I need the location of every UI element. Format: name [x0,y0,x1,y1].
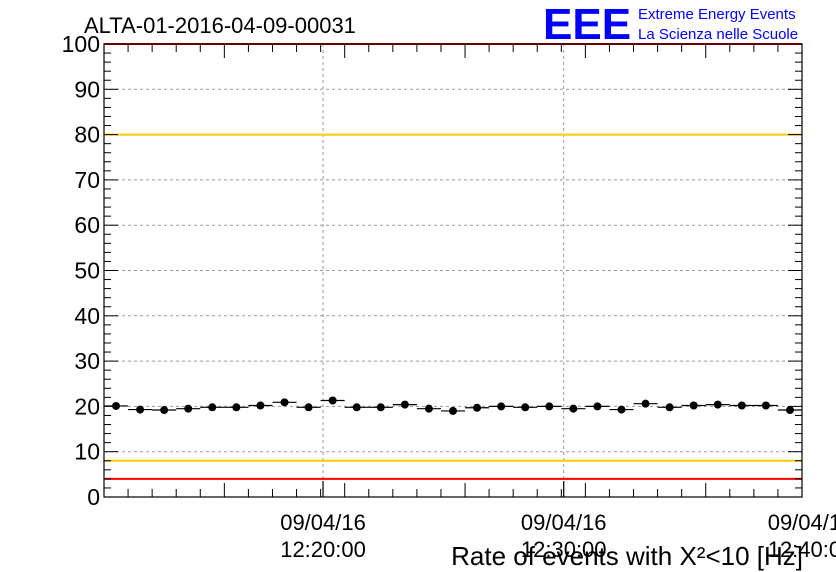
data-point [296,403,321,412]
data-marker [641,399,650,408]
x-tick-label-time: 12:30:00 [521,537,607,562]
x-axis-label: Rate of events with X²<10 [Hz] [451,541,803,571]
grid-lines [104,44,802,497]
y-tick-label: 80 [74,122,100,148]
data-point [609,405,634,414]
y-tick-label: 70 [74,167,100,193]
data-point [513,403,538,412]
data-point [561,404,586,413]
y-tick-label: 10 [74,439,100,465]
chart-title: ALTA-01-2016-04-09-00031 [84,13,356,38]
data-point [176,404,201,413]
data-point [416,404,441,413]
data-point [585,402,610,411]
data-marker [328,396,337,405]
data-marker [400,400,409,409]
data-marker [376,403,385,412]
data-marker [593,402,602,411]
data-point [200,403,225,412]
data-marker [112,401,121,410]
data-point [465,403,490,412]
data-marker [424,404,433,413]
data-point [320,396,345,405]
data-point [753,401,778,410]
data-marker [497,402,506,411]
data-point [440,406,466,415]
data-point [368,403,393,412]
data-point [128,405,153,414]
data-point [537,402,562,411]
data-point [657,403,682,412]
data-marker [569,404,578,413]
x-tick-label-time: 12:40:0 [768,537,836,562]
logo-line-1: Extreme Energy Events [638,6,796,23]
data-marker [208,403,217,412]
data-marker [449,406,457,415]
data-marker [761,401,770,410]
data-marker [136,405,145,414]
data-point [489,402,514,411]
data-point [729,401,754,410]
data-marker [617,405,626,414]
logo-mark: EEE [543,0,631,49]
data-point [224,403,249,412]
data-marker [785,406,794,415]
data-point [248,401,273,410]
y-tick-label: 90 [74,76,100,102]
data-point [633,399,658,408]
x-tick-label-time: 12:20:00 [280,537,366,562]
data-point [104,401,129,410]
data-marker [665,403,674,412]
data-marker [689,401,698,410]
data-marker [713,400,722,409]
data-marker [737,401,746,410]
data-marker [304,403,313,412]
y-axis: 0 10 20 30 40 50 60 70 80 90 100 [62,31,802,510]
y-tick-label: 30 [74,348,100,374]
data-point [152,406,177,415]
data-marker [473,403,482,412]
data-point [681,401,706,410]
data-marker [160,406,169,415]
logo-line-2: La Scienza nelle Scuole [638,26,798,43]
data-point [344,403,369,412]
y-tick-label: 50 [74,258,100,284]
x-tick-label-date: 09/04/1 [768,510,836,535]
y-tick-label: 60 [74,212,100,238]
x-tick-label-date: 09/04/16 [521,510,607,535]
x-tick-label-date: 09/04/16 [280,510,366,535]
y-tick-label: 20 [74,393,100,419]
y-tick-label: 40 [74,303,100,329]
data-point [392,400,417,409]
data-series [104,396,802,415]
data-marker [184,404,193,413]
data-marker [352,403,361,412]
data-point [272,398,297,407]
eee-logo: EEE Extreme Energy Events La Scienza nel… [543,0,798,49]
data-marker [232,403,241,412]
data-marker [545,402,554,411]
y-tick-label: 100 [62,31,100,57]
data-marker [280,398,289,407]
data-point [777,406,802,415]
data-marker [521,403,530,412]
data-marker [256,401,265,410]
y-tick-label: 0 [87,484,100,510]
x-axis: 09/04/1612:20:0009/04/1612:30:0009/04/11… [103,44,836,562]
data-point [705,400,730,409]
